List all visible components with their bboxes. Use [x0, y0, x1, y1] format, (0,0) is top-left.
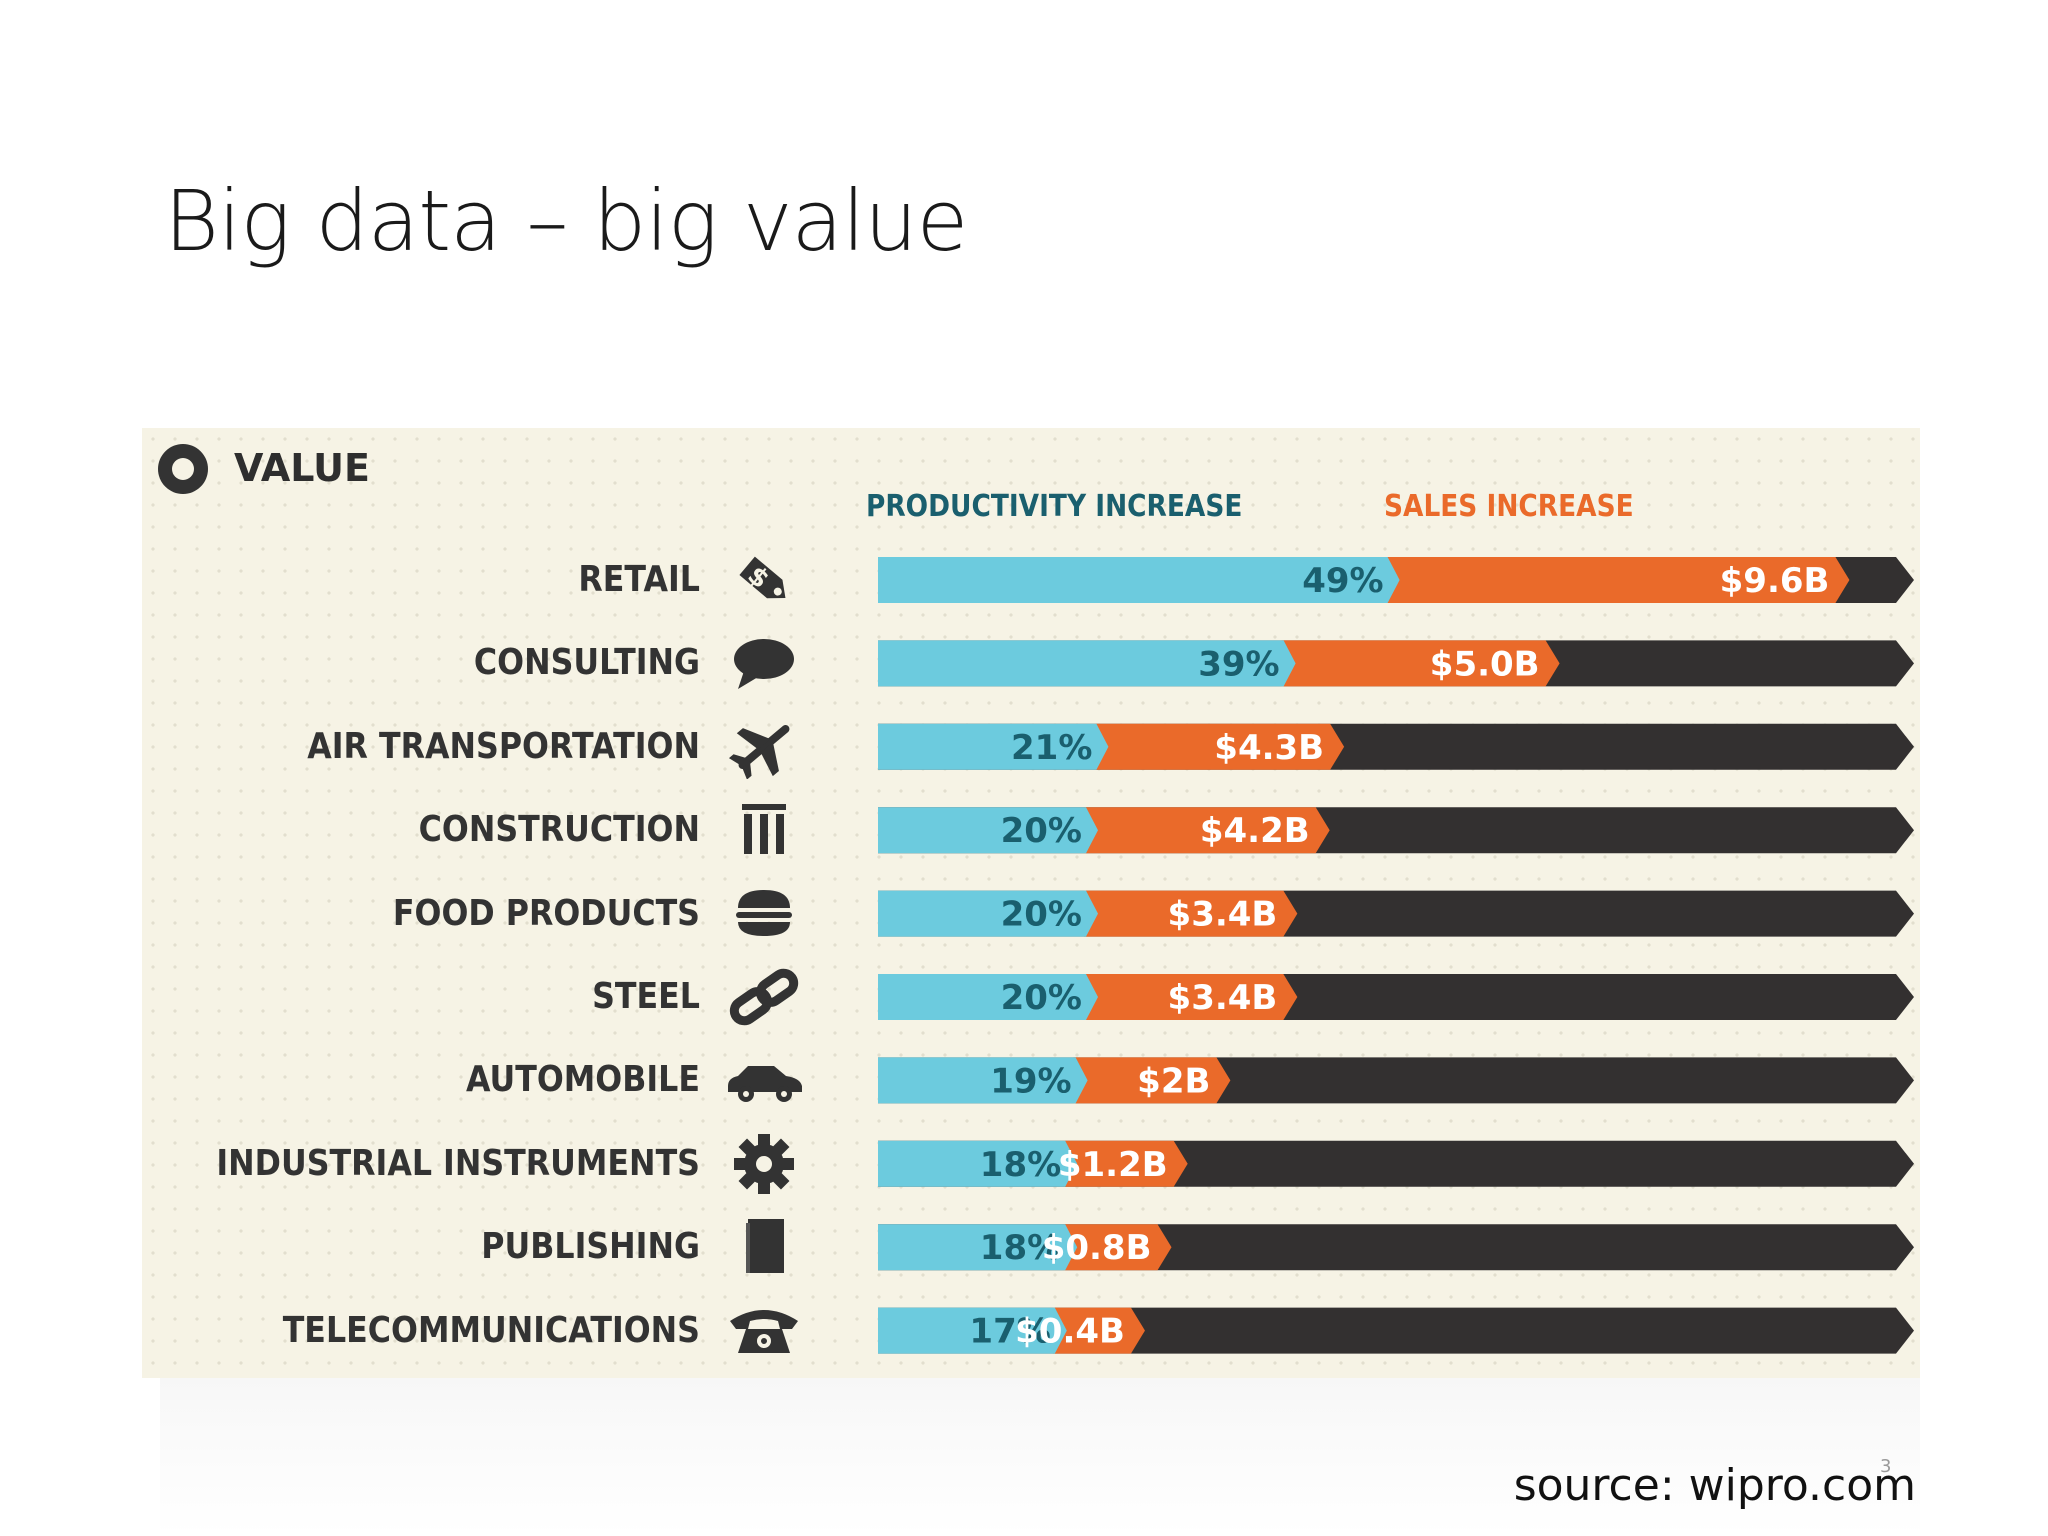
productivity-bar [878, 1224, 1078, 1271]
productivity-value-label: 19% [990, 1061, 1071, 1101]
category-label: PUBLISHING [481, 1226, 700, 1268]
burger-icon [724, 882, 804, 946]
productivity-bar [878, 1307, 1067, 1354]
category-label: TELECOMMUNICATIONS [282, 1309, 700, 1351]
productivity-value-label: 17% [969, 1312, 1050, 1352]
productivity-bar [878, 640, 1296, 687]
sales-value-label: $3.4B [1168, 978, 1278, 1018]
sales-value-label: $0.4B [1015, 1312, 1125, 1352]
legend-sales-increase: SALES INCREASE [1384, 489, 1634, 524]
sales-value-label: $1.2B [1058, 1145, 1168, 1185]
legend-productivity-increase: PRODUCTIVITY INCREASE [866, 489, 1243, 524]
sales-bar [1052, 1307, 1145, 1354]
sales-bar [1385, 557, 1850, 603]
category-label: AUTOMOBILE [465, 1059, 700, 1101]
sales-value-label: $0.8B [1042, 1228, 1152, 1268]
sales-value-label: $4.3B [1214, 728, 1324, 768]
sales-value-label: $2B [1137, 1061, 1210, 1101]
chain-link-icon [724, 965, 804, 1029]
gear-icon [724, 1132, 804, 1196]
productivity-value-label: 18% [980, 1145, 1061, 1185]
sales-value-label: $4.2B [1200, 811, 1310, 851]
productivity-bar [878, 557, 1400, 603]
speech-bubble-icon [724, 631, 804, 695]
sales-value-label: $5.0B [1430, 644, 1540, 684]
page-number: 3 [1880, 1456, 1892, 1477]
productivity-bar [878, 890, 1098, 937]
category-label: INDUSTRIAL INSTRUMENTS [216, 1142, 700, 1184]
source-note: source: wipro.com [1513, 1460, 1916, 1511]
productivity-value-label: 20% [1001, 811, 1082, 851]
sales-bar [1084, 890, 1298, 937]
productivity-bar [878, 1057, 1088, 1104]
price-tag-icon: $ [724, 548, 804, 612]
productivity-bar [878, 1140, 1078, 1187]
sales-bar [1063, 1224, 1172, 1271]
sales-value-label: $3.4B [1168, 895, 1278, 935]
sales-value-label: $9.6B [1720, 561, 1830, 601]
category-label: STEEL [592, 976, 700, 1017]
productivity-value-label: 49% [1302, 561, 1383, 601]
category-label: RETAIL [578, 559, 700, 600]
sales-bar [1084, 974, 1298, 1020]
sales-bar [1073, 1057, 1231, 1104]
category-label: AIR TRANSPORTATION [307, 725, 700, 767]
productivity-bar [878, 807, 1098, 854]
sales-bar [1094, 723, 1345, 770]
productivity-value-label: 20% [1001, 895, 1082, 935]
productivity-bar [878, 974, 1098, 1020]
columns-icon [724, 798, 804, 862]
productivity-value-label: 18% [980, 1228, 1061, 1268]
book-icon [724, 1215, 804, 1279]
infographic-heading: VALUE [234, 446, 370, 490]
telephone-icon [724, 1299, 804, 1363]
sales-bar [1084, 807, 1330, 854]
productivity-value-label: 21% [1011, 728, 1092, 768]
airplane-icon [724, 715, 804, 779]
productivity-value-label: 20% [1001, 978, 1082, 1018]
category-label: CONSTRUCTION [418, 809, 700, 851]
category-label: CONSULTING [473, 642, 700, 684]
productivity-value-label: 39% [1198, 644, 1279, 684]
category-label: FOOD PRODUCTS [392, 892, 700, 934]
value-circle-icon [158, 444, 208, 494]
productivity-bar [878, 723, 1109, 770]
sales-bar [1063, 1140, 1188, 1187]
sales-bar [1281, 640, 1560, 687]
panel-shadow [160, 1378, 1920, 1536]
car-icon [724, 1048, 804, 1112]
slide-title: Big data – big value [164, 172, 968, 270]
